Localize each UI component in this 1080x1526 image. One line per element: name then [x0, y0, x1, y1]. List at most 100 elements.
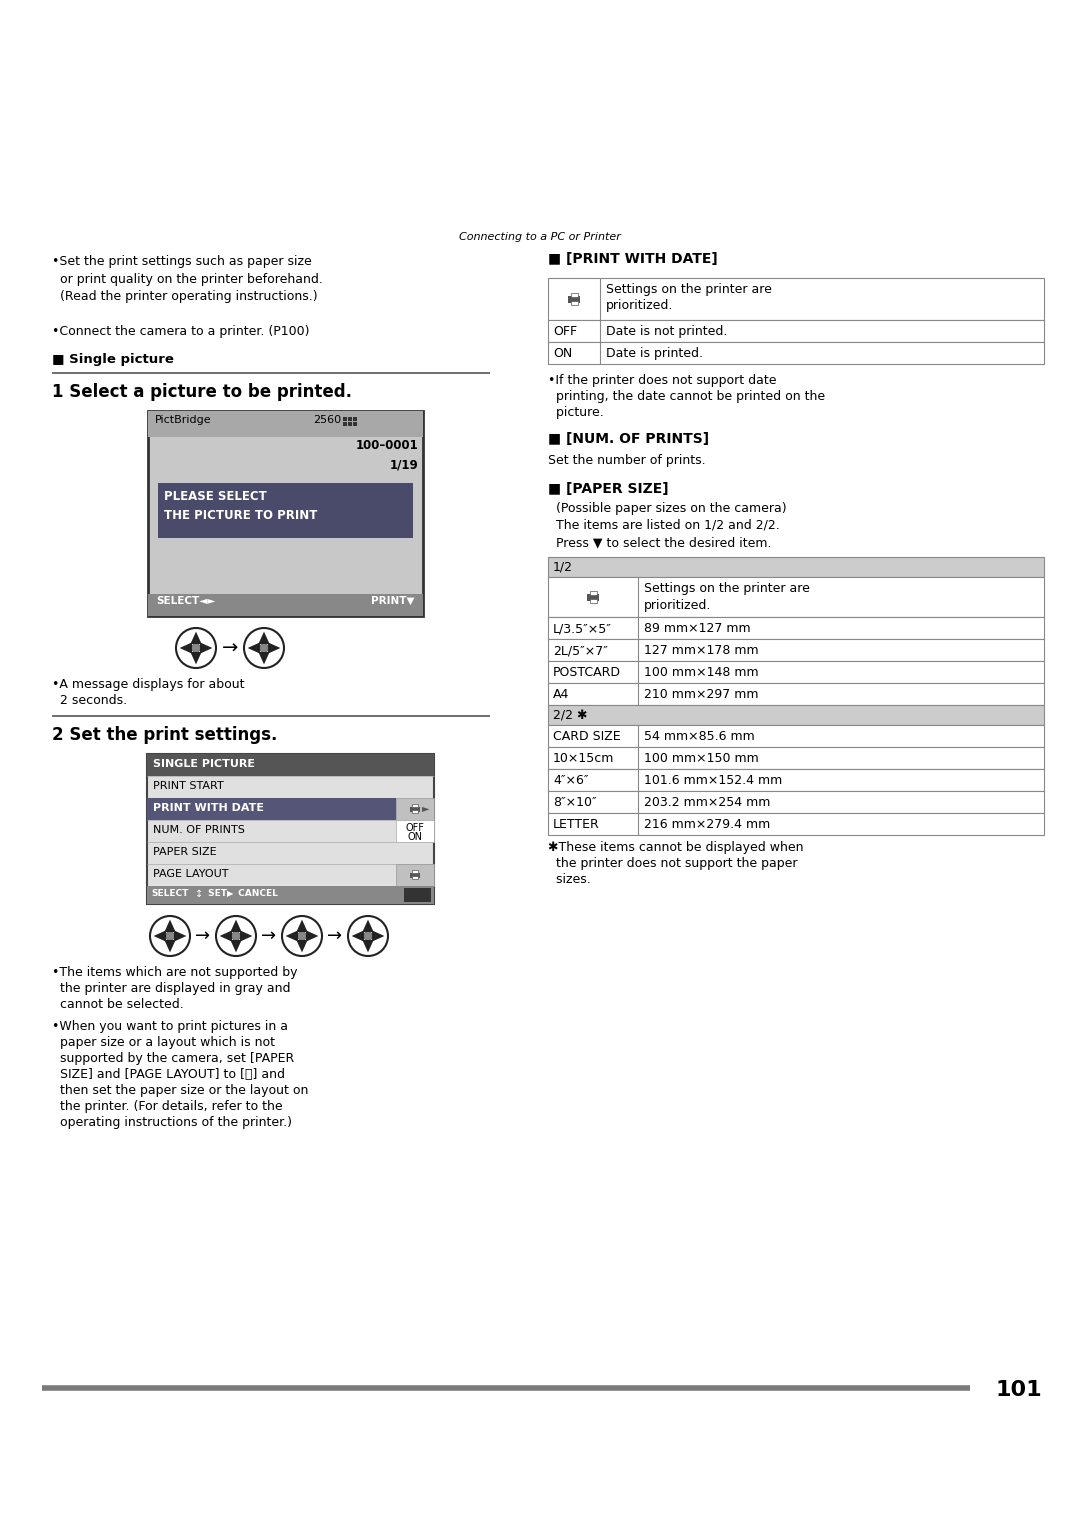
- Bar: [588, 594, 599, 601]
- Text: •Connect the camera to a printer. (P100): •Connect the camera to a printer. (P100): [52, 325, 310, 337]
- Text: •If the printer does not support date: •If the printer does not support date: [548, 374, 777, 388]
- Text: the printer are displayed in gray and: the printer are displayed in gray and: [52, 983, 291, 995]
- Circle shape: [259, 644, 269, 653]
- Text: sizes.: sizes.: [548, 873, 591, 887]
- Polygon shape: [240, 931, 253, 942]
- Text: 210 mm×297 mm: 210 mm×297 mm: [644, 688, 758, 700]
- Polygon shape: [164, 920, 176, 932]
- Text: 2560: 2560: [313, 415, 341, 426]
- Text: printing, the date cannot be printed on the: printing, the date cannot be printed on …: [548, 391, 825, 403]
- Bar: [413, 870, 418, 873]
- Text: Date is printed.: Date is printed.: [606, 346, 703, 360]
- Text: 4″×6″: 4″×6″: [553, 774, 589, 787]
- Bar: [548, 577, 1044, 617]
- Bar: [548, 813, 1044, 835]
- Bar: [570, 301, 578, 305]
- Text: NUM. OF PRINTS: NUM. OF PRINTS: [153, 826, 245, 835]
- Bar: [590, 591, 596, 595]
- Text: SINGLE PICTURE: SINGLE PICTURE: [153, 758, 255, 769]
- Text: →: →: [221, 638, 239, 658]
- Bar: [548, 748, 1044, 769]
- Text: the printer does not support the paper: the printer does not support the paper: [548, 858, 797, 870]
- Text: Settings on the printer are
prioritized.: Settings on the printer are prioritized.: [644, 581, 810, 612]
- Text: operating instructions of the printer.): operating instructions of the printer.): [52, 1116, 292, 1129]
- Bar: [548, 342, 1044, 365]
- Text: →: →: [327, 926, 342, 945]
- Text: POSTCARD: POSTCARD: [553, 665, 621, 679]
- Text: ■ [PRINT WITH DATE]: ■ [PRINT WITH DATE]: [548, 252, 718, 266]
- Bar: [548, 769, 1044, 790]
- Text: then set the paper size or the layout on: then set the paper size or the layout on: [52, 1083, 309, 1097]
- Bar: [353, 417, 357, 421]
- Text: SELECT: SELECT: [151, 890, 188, 897]
- Text: Set the number of prints.: Set the number of prints.: [548, 455, 705, 467]
- Bar: [548, 725, 1044, 748]
- Text: cannot be selected.: cannot be selected.: [52, 998, 184, 1012]
- Polygon shape: [296, 920, 308, 932]
- Bar: [548, 557, 1044, 577]
- Text: Settings on the printer are
prioritized.: Settings on the printer are prioritized.: [606, 282, 772, 313]
- Text: ON: ON: [553, 346, 572, 360]
- Bar: [570, 293, 578, 296]
- Text: 203.2 mm×254 mm: 203.2 mm×254 mm: [644, 797, 770, 809]
- Text: 1 Select a picture to be printed.: 1 Select a picture to be printed.: [52, 383, 352, 401]
- Text: 127 mm×178 mm: 127 mm×178 mm: [644, 644, 758, 658]
- Polygon shape: [363, 940, 374, 952]
- Text: 100 mm×150 mm: 100 mm×150 mm: [644, 752, 759, 765]
- Text: 54 mm×85.6 mm: 54 mm×85.6 mm: [644, 729, 755, 743]
- Text: ✱These items cannot be displayed when: ✱These items cannot be displayed when: [548, 841, 804, 855]
- Text: PAGE LAYOUT: PAGE LAYOUT: [153, 868, 229, 879]
- Text: 2 seconds.: 2 seconds.: [52, 694, 127, 707]
- Bar: [548, 790, 1044, 813]
- Text: •Set the print settings such as paper size
  or print quality on the printer bef: •Set the print settings such as paper si…: [52, 255, 323, 304]
- Text: (Possible paper sizes on the camera): (Possible paper sizes on the camera): [548, 502, 786, 514]
- Text: ►: ►: [421, 803, 429, 813]
- Text: 101.6 mm×152.4 mm: 101.6 mm×152.4 mm: [644, 774, 782, 787]
- Text: 10×15cm: 10×15cm: [553, 752, 615, 765]
- Polygon shape: [190, 652, 202, 664]
- Text: LETTER: LETTER: [553, 818, 599, 832]
- Text: •When you want to print pictures in a: •When you want to print pictures in a: [52, 1019, 288, 1033]
- Text: PLEASE SELECT: PLEASE SELECT: [164, 490, 267, 504]
- Text: CARD SIZE: CARD SIZE: [553, 729, 621, 743]
- Bar: [548, 661, 1044, 684]
- Polygon shape: [352, 931, 364, 942]
- Text: Date is not printed.: Date is not printed.: [606, 325, 727, 337]
- Text: SELECT◄►: SELECT◄►: [156, 597, 215, 606]
- Text: OFF: OFF: [406, 823, 424, 833]
- Bar: [548, 639, 1044, 661]
- Text: →: →: [261, 926, 276, 945]
- Bar: [147, 754, 434, 777]
- Bar: [548, 320, 1044, 342]
- Bar: [396, 798, 434, 819]
- Bar: [396, 864, 434, 887]
- Bar: [548, 278, 1044, 320]
- Text: 2 Set the print settings.: 2 Set the print settings.: [52, 726, 278, 745]
- Circle shape: [364, 931, 373, 940]
- Polygon shape: [219, 931, 232, 942]
- Circle shape: [191, 644, 201, 653]
- Text: A4: A4: [553, 688, 569, 700]
- Text: 216 mm×279.4 mm: 216 mm×279.4 mm: [644, 818, 770, 832]
- Polygon shape: [258, 632, 270, 644]
- Bar: [568, 296, 580, 304]
- Bar: [353, 423, 357, 426]
- Text: Connecting to a PC or Printer: Connecting to a PC or Printer: [459, 232, 621, 243]
- Text: PictBridge: PictBridge: [156, 415, 212, 426]
- Bar: [413, 804, 418, 807]
- Text: MENU: MENU: [403, 890, 431, 897]
- Polygon shape: [247, 642, 260, 653]
- Polygon shape: [164, 940, 176, 952]
- Bar: [147, 887, 434, 903]
- Text: PRINT WITH DATE: PRINT WITH DATE: [153, 803, 264, 813]
- Bar: [147, 754, 434, 903]
- Bar: [348, 423, 352, 426]
- Bar: [343, 423, 347, 426]
- Circle shape: [231, 931, 241, 940]
- Polygon shape: [258, 652, 270, 664]
- Bar: [413, 810, 418, 813]
- Text: ■ [PAPER SIZE]: ■ [PAPER SIZE]: [548, 482, 669, 496]
- Bar: [410, 873, 420, 877]
- Text: ↕: ↕: [195, 890, 203, 899]
- Text: PRINT START: PRINT START: [153, 781, 224, 790]
